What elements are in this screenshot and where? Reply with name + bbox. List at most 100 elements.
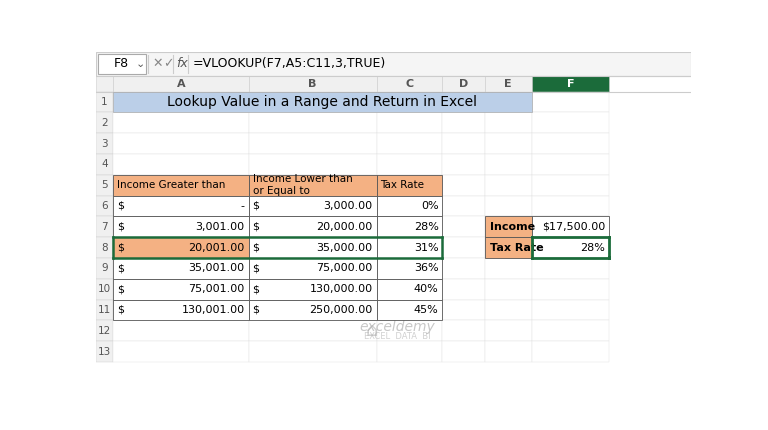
FancyBboxPatch shape [485,76,531,92]
FancyBboxPatch shape [376,175,442,196]
Text: A: A [177,79,185,89]
Text: 75,001.00: 75,001.00 [189,284,245,294]
Text: ⌄: ⌄ [135,59,145,69]
Text: 20,001.00: 20,001.00 [189,243,245,252]
FancyBboxPatch shape [96,196,113,216]
FancyBboxPatch shape [249,196,376,216]
FancyBboxPatch shape [485,133,531,154]
FancyBboxPatch shape [485,196,531,216]
Text: $: $ [117,222,124,232]
FancyBboxPatch shape [96,300,113,320]
Text: 2: 2 [101,118,108,128]
FancyBboxPatch shape [249,300,376,320]
FancyBboxPatch shape [96,52,691,76]
FancyBboxPatch shape [113,237,249,258]
FancyBboxPatch shape [531,258,609,279]
Text: 75,000.00: 75,000.00 [316,263,372,273]
FancyBboxPatch shape [485,92,531,112]
FancyBboxPatch shape [376,133,442,154]
Text: 3,000.00: 3,000.00 [323,201,372,211]
FancyBboxPatch shape [376,216,442,237]
Text: Tax Rate: Tax Rate [380,180,425,190]
FancyBboxPatch shape [485,300,531,320]
FancyBboxPatch shape [249,320,376,341]
Text: ✓: ✓ [164,58,174,71]
Text: $: $ [253,243,260,252]
FancyBboxPatch shape [249,175,376,196]
FancyBboxPatch shape [485,320,531,341]
FancyBboxPatch shape [531,300,609,320]
FancyBboxPatch shape [442,175,485,196]
Text: 35,001.00: 35,001.00 [189,263,245,273]
FancyBboxPatch shape [531,237,609,258]
FancyBboxPatch shape [249,76,376,92]
Text: ✕: ✕ [153,58,163,71]
FancyBboxPatch shape [485,216,531,237]
FancyBboxPatch shape [96,133,113,154]
FancyBboxPatch shape [376,300,442,320]
FancyBboxPatch shape [376,175,442,196]
Text: $: $ [253,284,260,294]
Text: $: $ [253,201,260,211]
FancyBboxPatch shape [96,279,113,300]
FancyBboxPatch shape [376,279,442,300]
FancyBboxPatch shape [98,54,147,74]
Text: 3: 3 [101,138,108,149]
FancyBboxPatch shape [531,112,609,133]
FancyBboxPatch shape [442,237,485,258]
FancyBboxPatch shape [113,258,249,279]
FancyBboxPatch shape [249,237,376,258]
Text: $: $ [117,305,124,315]
Text: Income Greater than: Income Greater than [117,180,225,190]
FancyBboxPatch shape [113,258,249,279]
FancyBboxPatch shape [442,196,485,216]
FancyBboxPatch shape [113,341,249,362]
FancyBboxPatch shape [376,216,442,237]
FancyBboxPatch shape [442,76,485,92]
Text: 20,000.00: 20,000.00 [316,222,372,232]
FancyBboxPatch shape [113,175,249,196]
FancyBboxPatch shape [376,196,442,216]
Text: E: E [505,79,512,89]
FancyBboxPatch shape [376,237,442,258]
Text: 6: 6 [101,201,108,211]
Text: 0%: 0% [421,201,439,211]
Text: 28%: 28% [581,243,605,252]
FancyBboxPatch shape [249,175,376,196]
FancyBboxPatch shape [249,300,376,320]
FancyBboxPatch shape [531,320,609,341]
FancyBboxPatch shape [113,112,249,133]
Text: 1: 1 [101,97,108,107]
FancyBboxPatch shape [96,216,113,237]
FancyBboxPatch shape [442,300,485,320]
Text: exceldemy: exceldemy [359,320,435,334]
FancyBboxPatch shape [376,237,442,258]
FancyBboxPatch shape [249,341,376,362]
FancyBboxPatch shape [249,112,376,133]
FancyBboxPatch shape [249,258,376,279]
Text: 40%: 40% [414,284,439,294]
Text: 28%: 28% [414,222,439,232]
Text: Income: Income [490,222,535,232]
FancyBboxPatch shape [96,76,113,92]
Text: 8: 8 [101,243,108,252]
Text: 3,001.00: 3,001.00 [196,222,245,232]
Text: 13: 13 [98,347,111,356]
FancyBboxPatch shape [376,320,442,341]
Text: -: - [241,201,245,211]
FancyBboxPatch shape [113,133,249,154]
FancyBboxPatch shape [531,341,609,362]
FancyBboxPatch shape [249,279,376,300]
Text: 35,000.00: 35,000.00 [316,243,372,252]
FancyBboxPatch shape [376,258,442,279]
FancyBboxPatch shape [485,237,531,258]
FancyBboxPatch shape [442,216,485,237]
FancyBboxPatch shape [531,216,609,237]
Text: C: C [406,79,413,89]
FancyBboxPatch shape [96,341,113,362]
Text: 10: 10 [98,284,111,294]
FancyBboxPatch shape [376,154,442,175]
FancyBboxPatch shape [531,154,609,175]
FancyBboxPatch shape [485,237,531,258]
Text: 250,000.00: 250,000.00 [310,305,372,315]
